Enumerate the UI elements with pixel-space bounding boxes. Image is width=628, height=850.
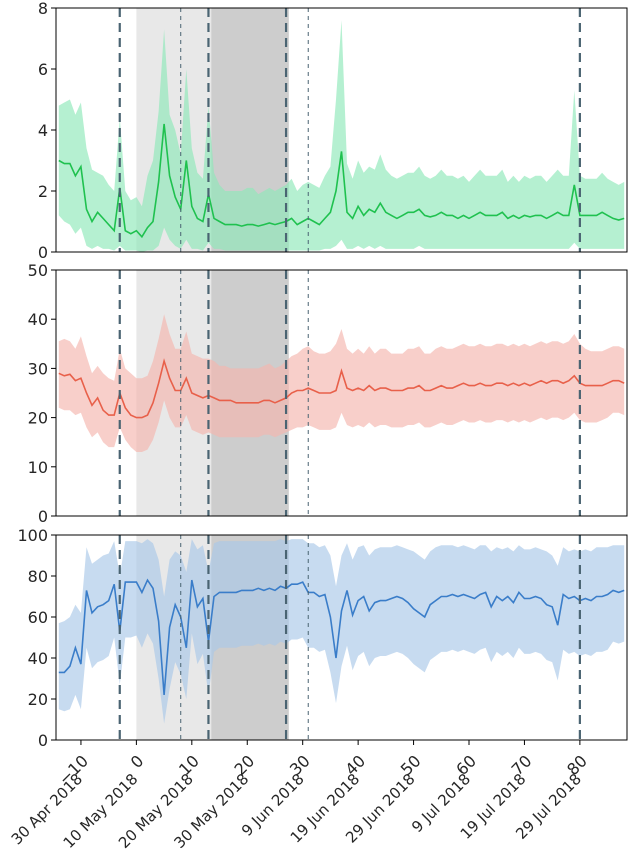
y-tick-label: 40 [28, 310, 48, 329]
axes-frame [55, 269, 628, 517]
confidence-band [58, 539, 625, 724]
mean-line [58, 578, 625, 695]
y-tick-label: 60 [28, 608, 48, 627]
y-tick-label: 30 [28, 359, 48, 378]
y-tick-label: 0 [38, 507, 48, 526]
y-tick-label: 4 [38, 121, 48, 140]
y-tick-label: 8 [38, 0, 48, 18]
y-tick-label: 2 [38, 182, 48, 201]
y-tick-label: 6 [38, 60, 48, 79]
x-tick-label: 0 [127, 751, 148, 772]
mean-line [58, 123, 625, 239]
axes-frame [55, 534, 628, 741]
mean-line [58, 358, 625, 419]
y-tick-label: 50 [28, 261, 48, 280]
y-tick-label: 80 [28, 567, 48, 586]
y-tick-label: 0 [38, 731, 48, 750]
y-tick-label: 10 [28, 458, 48, 477]
y-tick-label: 20 [28, 409, 48, 428]
y-tick-label: 0 [38, 243, 48, 262]
confidence-band [58, 20, 625, 252]
y-tick-label: 40 [28, 649, 48, 668]
y-tick-label: 100 [17, 526, 48, 545]
confidence-band [58, 314, 625, 452]
y-tick-label: 20 [28, 690, 48, 709]
